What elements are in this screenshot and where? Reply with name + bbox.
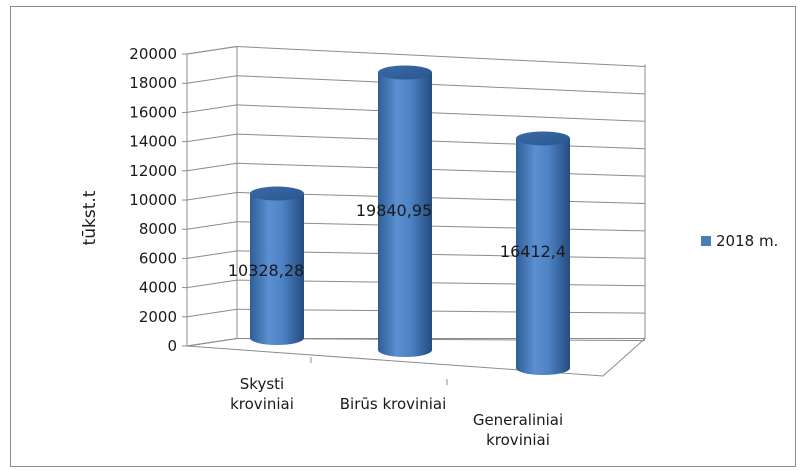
y-tick-label: 6000 [139, 249, 177, 267]
x-category-label: Generaliniai [473, 411, 563, 429]
gridline [236, 308, 646, 314]
x-category-label: kroviniai [230, 395, 294, 413]
data-label: 16412,4 [500, 242, 566, 261]
gridline [236, 162, 646, 177]
y-tick-label: 14000 [129, 133, 177, 151]
gridline-side [186, 46, 238, 55]
gridline [236, 250, 646, 259]
bar [516, 138, 570, 375]
y-axis: 0 2000 4000 6000 8000 10000 12000 14000 16000 180… [129, 45, 188, 355]
legend-label: 2018 m. [716, 232, 778, 250]
bar-top [516, 131, 570, 146]
x-category-label: kroviniai [486, 431, 550, 449]
gridline-side [186, 162, 238, 172]
gridline [236, 75, 646, 95]
gridline [236, 221, 646, 232]
x-category: Skysti kroviniai [230, 375, 294, 413]
gridline-side [186, 75, 238, 84]
legend-swatch [701, 236, 711, 246]
bar [250, 193, 304, 345]
x-axis: Skysti kroviniai Birūs kroviniai Generalini… [230, 357, 563, 449]
gridline-side [186, 279, 238, 289]
y-tick-label: 4000 [139, 279, 177, 297]
y-tick-label: 16000 [129, 103, 177, 121]
y-tick-label: 2000 [139, 308, 177, 326]
gridline [236, 279, 646, 287]
y-tick-label: 20000 [129, 45, 177, 63]
gridline [236, 338, 646, 341]
gridline-side [186, 250, 238, 259]
y-tick-label: 10000 [129, 191, 177, 209]
bar-top [378, 65, 432, 80]
gridline [236, 192, 646, 204]
gridline-side [186, 221, 238, 230]
gridline-side [186, 338, 238, 347]
y-tick-label: 18000 [129, 74, 177, 92]
y-tick-label: 8000 [139, 220, 177, 238]
data-label: 19840,95 [356, 201, 432, 220]
y-tick-label: 12000 [129, 162, 177, 180]
x-category-label: Birūs kroviniai [340, 395, 447, 413]
bar [378, 72, 432, 358]
gridlines [186, 46, 646, 347]
gridline-side [186, 104, 238, 113]
x-category: Birūs kroviniai [340, 395, 447, 413]
x-category-label: Skysti [240, 375, 284, 393]
gridline-side [186, 308, 238, 318]
gridline [236, 104, 646, 122]
y-tick-label: 0 [167, 337, 177, 355]
gridline-side [186, 192, 238, 201]
data-label: 10328,28 [228, 261, 304, 280]
bar-top [250, 186, 304, 201]
bars: 10328,28 19840,95 16412,4 [228, 65, 570, 375]
gridline [236, 133, 646, 150]
legend: 2018 m. [701, 232, 778, 250]
y-axis-title: tūkst.t [80, 190, 100, 245]
x-category: Generaliniai kroviniai [473, 411, 563, 449]
gridline-side [186, 133, 238, 143]
gridline [236, 46, 646, 67]
